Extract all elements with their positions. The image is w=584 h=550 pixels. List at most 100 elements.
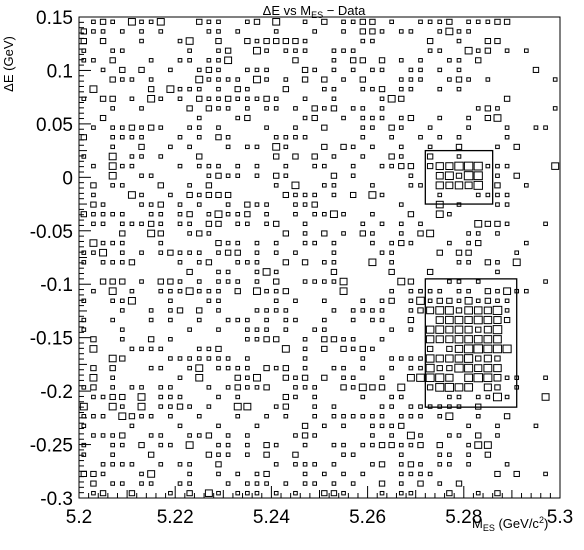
bin-box [358, 383, 367, 392]
bin-box [454, 315, 464, 325]
bin-box [282, 86, 290, 93]
bin-box [100, 221, 106, 227]
bin-box [330, 336, 338, 343]
bin-box [341, 442, 346, 448]
bin-box [235, 414, 241, 419]
bin-box [119, 432, 126, 439]
bin-box [254, 260, 260, 265]
bin-box [398, 77, 404, 82]
y-tick-label: -0.1 [40, 275, 73, 296]
bin-box [398, 452, 404, 457]
bin-box [341, 414, 346, 419]
bin-box [225, 106, 231, 111]
bin-box [398, 154, 404, 159]
bin-box [273, 288, 279, 294]
bin-box [264, 67, 269, 73]
bin-box [349, 57, 357, 64]
bin-box [504, 163, 510, 169]
bin-box [483, 325, 492, 334]
bin-box [119, 221, 125, 227]
bin-box [388, 297, 395, 304]
bin-box [225, 481, 231, 486]
bin-box [187, 404, 192, 409]
bin-box [254, 481, 260, 486]
bin-box [445, 335, 454, 344]
bin-box [475, 490, 481, 496]
bin-box [341, 48, 346, 53]
bin-box [360, 106, 366, 111]
bin-box [378, 384, 386, 391]
bin-box [331, 404, 337, 409]
bin-box [339, 287, 348, 295]
bin-box [370, 240, 375, 246]
bin-box [350, 481, 356, 486]
bin-box [379, 375, 385, 380]
bin-box [360, 86, 366, 92]
bin-box [225, 173, 231, 178]
bin-box [215, 38, 222, 45]
bin-box [196, 202, 202, 207]
bin-box [137, 402, 146, 411]
bin-box [110, 48, 115, 53]
bin-box [100, 240, 106, 246]
bin-box [139, 481, 144, 486]
bin-box [464, 363, 474, 373]
bin-box [196, 192, 202, 198]
bin-box [437, 192, 443, 198]
bin-box [302, 471, 308, 477]
bin-box [495, 298, 500, 304]
bin-box [464, 325, 473, 334]
bin-box [456, 86, 462, 92]
bin-box [91, 163, 96, 169]
bin-box [119, 308, 125, 313]
bin-box [224, 95, 232, 102]
bin-box [484, 259, 492, 266]
bin-box [234, 374, 241, 381]
bin-box [187, 462, 192, 467]
bin-box [119, 481, 125, 486]
bin-box [360, 308, 366, 313]
bin-box [543, 375, 548, 380]
bin-box [331, 481, 337, 486]
bin-box [301, 374, 309, 381]
bin-box [168, 394, 173, 400]
bin-box [341, 115, 346, 121]
bin-box [463, 344, 474, 354]
bin-box [454, 325, 464, 334]
bin-box [456, 298, 462, 304]
bin-box [485, 192, 491, 198]
bin-box [273, 153, 280, 160]
bin-box [91, 394, 96, 400]
bin-box [311, 105, 318, 112]
bin-box [513, 143, 520, 150]
bin-box [148, 481, 154, 486]
y-tick-label: -0.25 [30, 436, 73, 457]
bin-box [100, 471, 106, 477]
bin-box [312, 240, 318, 246]
bin-box [186, 211, 193, 218]
bin-box [473, 373, 484, 383]
bin-box [456, 288, 462, 294]
bin-box [81, 298, 87, 304]
bin-box [196, 414, 202, 419]
bin-box [475, 240, 482, 247]
bin-box [533, 125, 539, 130]
bin-box [206, 385, 212, 390]
tick-labels-layer: 5.2 5.22 5.24 5.26 5.28 5.3 0.15 0.1 0.05 0 -0.05 -… [30, 8, 574, 528]
bin-box [205, 191, 213, 199]
bin-box [273, 278, 280, 285]
bin-box [292, 153, 299, 160]
bin-box [99, 18, 107, 25]
bin-box [514, 250, 520, 255]
bin-box [100, 29, 106, 34]
bin-box [456, 260, 462, 265]
bin-box [187, 327, 192, 332]
bin-box [466, 288, 471, 294]
bin-box [398, 115, 404, 121]
y-tick-label: -0.3 [40, 489, 73, 510]
bin-box [245, 356, 250, 361]
bin-box [206, 173, 212, 178]
bin-box [119, 135, 125, 140]
bin-box [360, 38, 366, 44]
bin-box [435, 373, 445, 383]
